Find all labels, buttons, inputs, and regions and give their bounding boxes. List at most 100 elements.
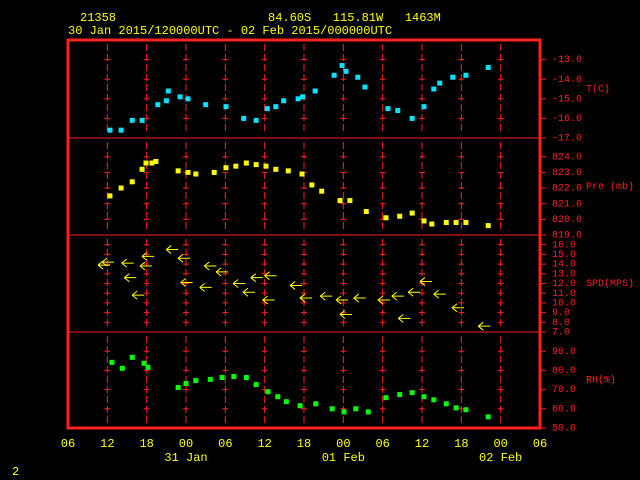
point xyxy=(109,359,115,365)
x-tick-label: 00 xyxy=(493,437,507,451)
point xyxy=(233,163,239,169)
point xyxy=(183,380,189,386)
station-id: 21358 xyxy=(80,11,116,25)
point xyxy=(341,409,347,415)
wind-arrow xyxy=(299,293,312,303)
point xyxy=(299,171,305,177)
wind-arrow xyxy=(335,295,349,305)
y-tick-label: 80.0 xyxy=(552,366,576,377)
point xyxy=(175,384,181,390)
point xyxy=(437,80,443,86)
y-tick-label: 820.0 xyxy=(552,215,582,226)
point xyxy=(253,162,259,168)
point xyxy=(395,108,401,114)
point xyxy=(353,406,359,412)
axis-label: Pre (mb) xyxy=(586,181,634,193)
point xyxy=(331,72,337,78)
point xyxy=(443,401,449,407)
wind-arrow xyxy=(377,295,390,305)
point xyxy=(107,193,113,199)
y-tick-label: 819.0 xyxy=(552,231,582,242)
y-tick-label: 50.0 xyxy=(552,424,576,435)
point xyxy=(264,106,270,112)
axis-label: T(C) xyxy=(586,84,610,96)
x-tick-label: 12 xyxy=(415,437,429,451)
y-tick-label: -15.0 xyxy=(552,94,582,105)
point xyxy=(149,160,155,166)
wind-arrow xyxy=(123,273,137,283)
wind-arrow xyxy=(165,245,179,254)
wind-arrow xyxy=(451,303,465,313)
x-tick-label: 18 xyxy=(297,437,311,451)
wind-arrow xyxy=(353,293,366,303)
point xyxy=(337,198,343,204)
wind-arrow xyxy=(131,290,145,300)
point xyxy=(297,403,303,409)
wind-arrow xyxy=(477,321,491,331)
point xyxy=(421,104,427,110)
point xyxy=(223,165,229,171)
point xyxy=(241,115,247,121)
point xyxy=(273,104,279,110)
x-tick-label: 12 xyxy=(100,437,114,451)
wind-arrow xyxy=(433,289,446,299)
point xyxy=(362,84,368,90)
point xyxy=(285,168,291,174)
point xyxy=(165,88,171,94)
wind-arrow xyxy=(391,291,404,301)
point xyxy=(265,389,271,395)
point xyxy=(243,375,249,381)
wind-arrow xyxy=(319,291,333,301)
point xyxy=(177,94,183,100)
y-tick-label: -14.0 xyxy=(552,75,582,86)
point xyxy=(431,86,437,92)
x-tick-label: 00 xyxy=(336,437,350,451)
page-number: 2 xyxy=(12,465,19,479)
point xyxy=(463,219,469,225)
y-tick-label: 13.0 xyxy=(552,269,576,280)
point xyxy=(223,104,229,110)
frame xyxy=(66,38,542,430)
point xyxy=(300,94,306,100)
point xyxy=(397,392,403,398)
x-tick-label: 18 xyxy=(454,437,468,451)
wind-arrow xyxy=(199,282,212,292)
point xyxy=(383,395,389,401)
y-tick-label: -13.0 xyxy=(552,55,582,66)
wind-arrow xyxy=(289,281,303,290)
y-tick-label: 7.0 xyxy=(552,328,570,339)
point xyxy=(243,160,249,166)
point xyxy=(275,394,281,400)
axis-label: SPD(MPS) xyxy=(586,278,634,290)
y-tick-label: 822.0 xyxy=(552,184,582,195)
point xyxy=(139,166,145,172)
wind-arrow xyxy=(177,253,191,263)
wind-arrow xyxy=(419,277,432,286)
point xyxy=(343,68,349,74)
point xyxy=(273,166,279,172)
y-tick-label: 823.0 xyxy=(552,168,582,179)
wind-arrow xyxy=(141,251,154,261)
wind-arrow xyxy=(139,261,153,271)
y-tick-label: 8.0 xyxy=(552,318,570,329)
point xyxy=(385,106,391,112)
point xyxy=(175,168,181,174)
wind-arrow xyxy=(397,314,411,323)
point xyxy=(145,364,151,370)
y-tick-label: 821.0 xyxy=(552,199,582,210)
date-label: 31 Jan xyxy=(164,451,207,465)
point xyxy=(118,185,124,191)
point xyxy=(421,394,427,400)
point xyxy=(453,219,459,225)
x-tick-label: 00 xyxy=(179,437,193,451)
y-tick-label: 12.0 xyxy=(552,279,576,290)
station-location: 84.60S 115.81W 1463M xyxy=(268,11,441,25)
point xyxy=(129,354,135,360)
point xyxy=(443,219,449,225)
x-tick-label: 06 xyxy=(61,437,75,451)
point xyxy=(143,160,149,166)
wind-arrow xyxy=(264,271,277,281)
point xyxy=(421,218,427,224)
point xyxy=(207,376,213,382)
